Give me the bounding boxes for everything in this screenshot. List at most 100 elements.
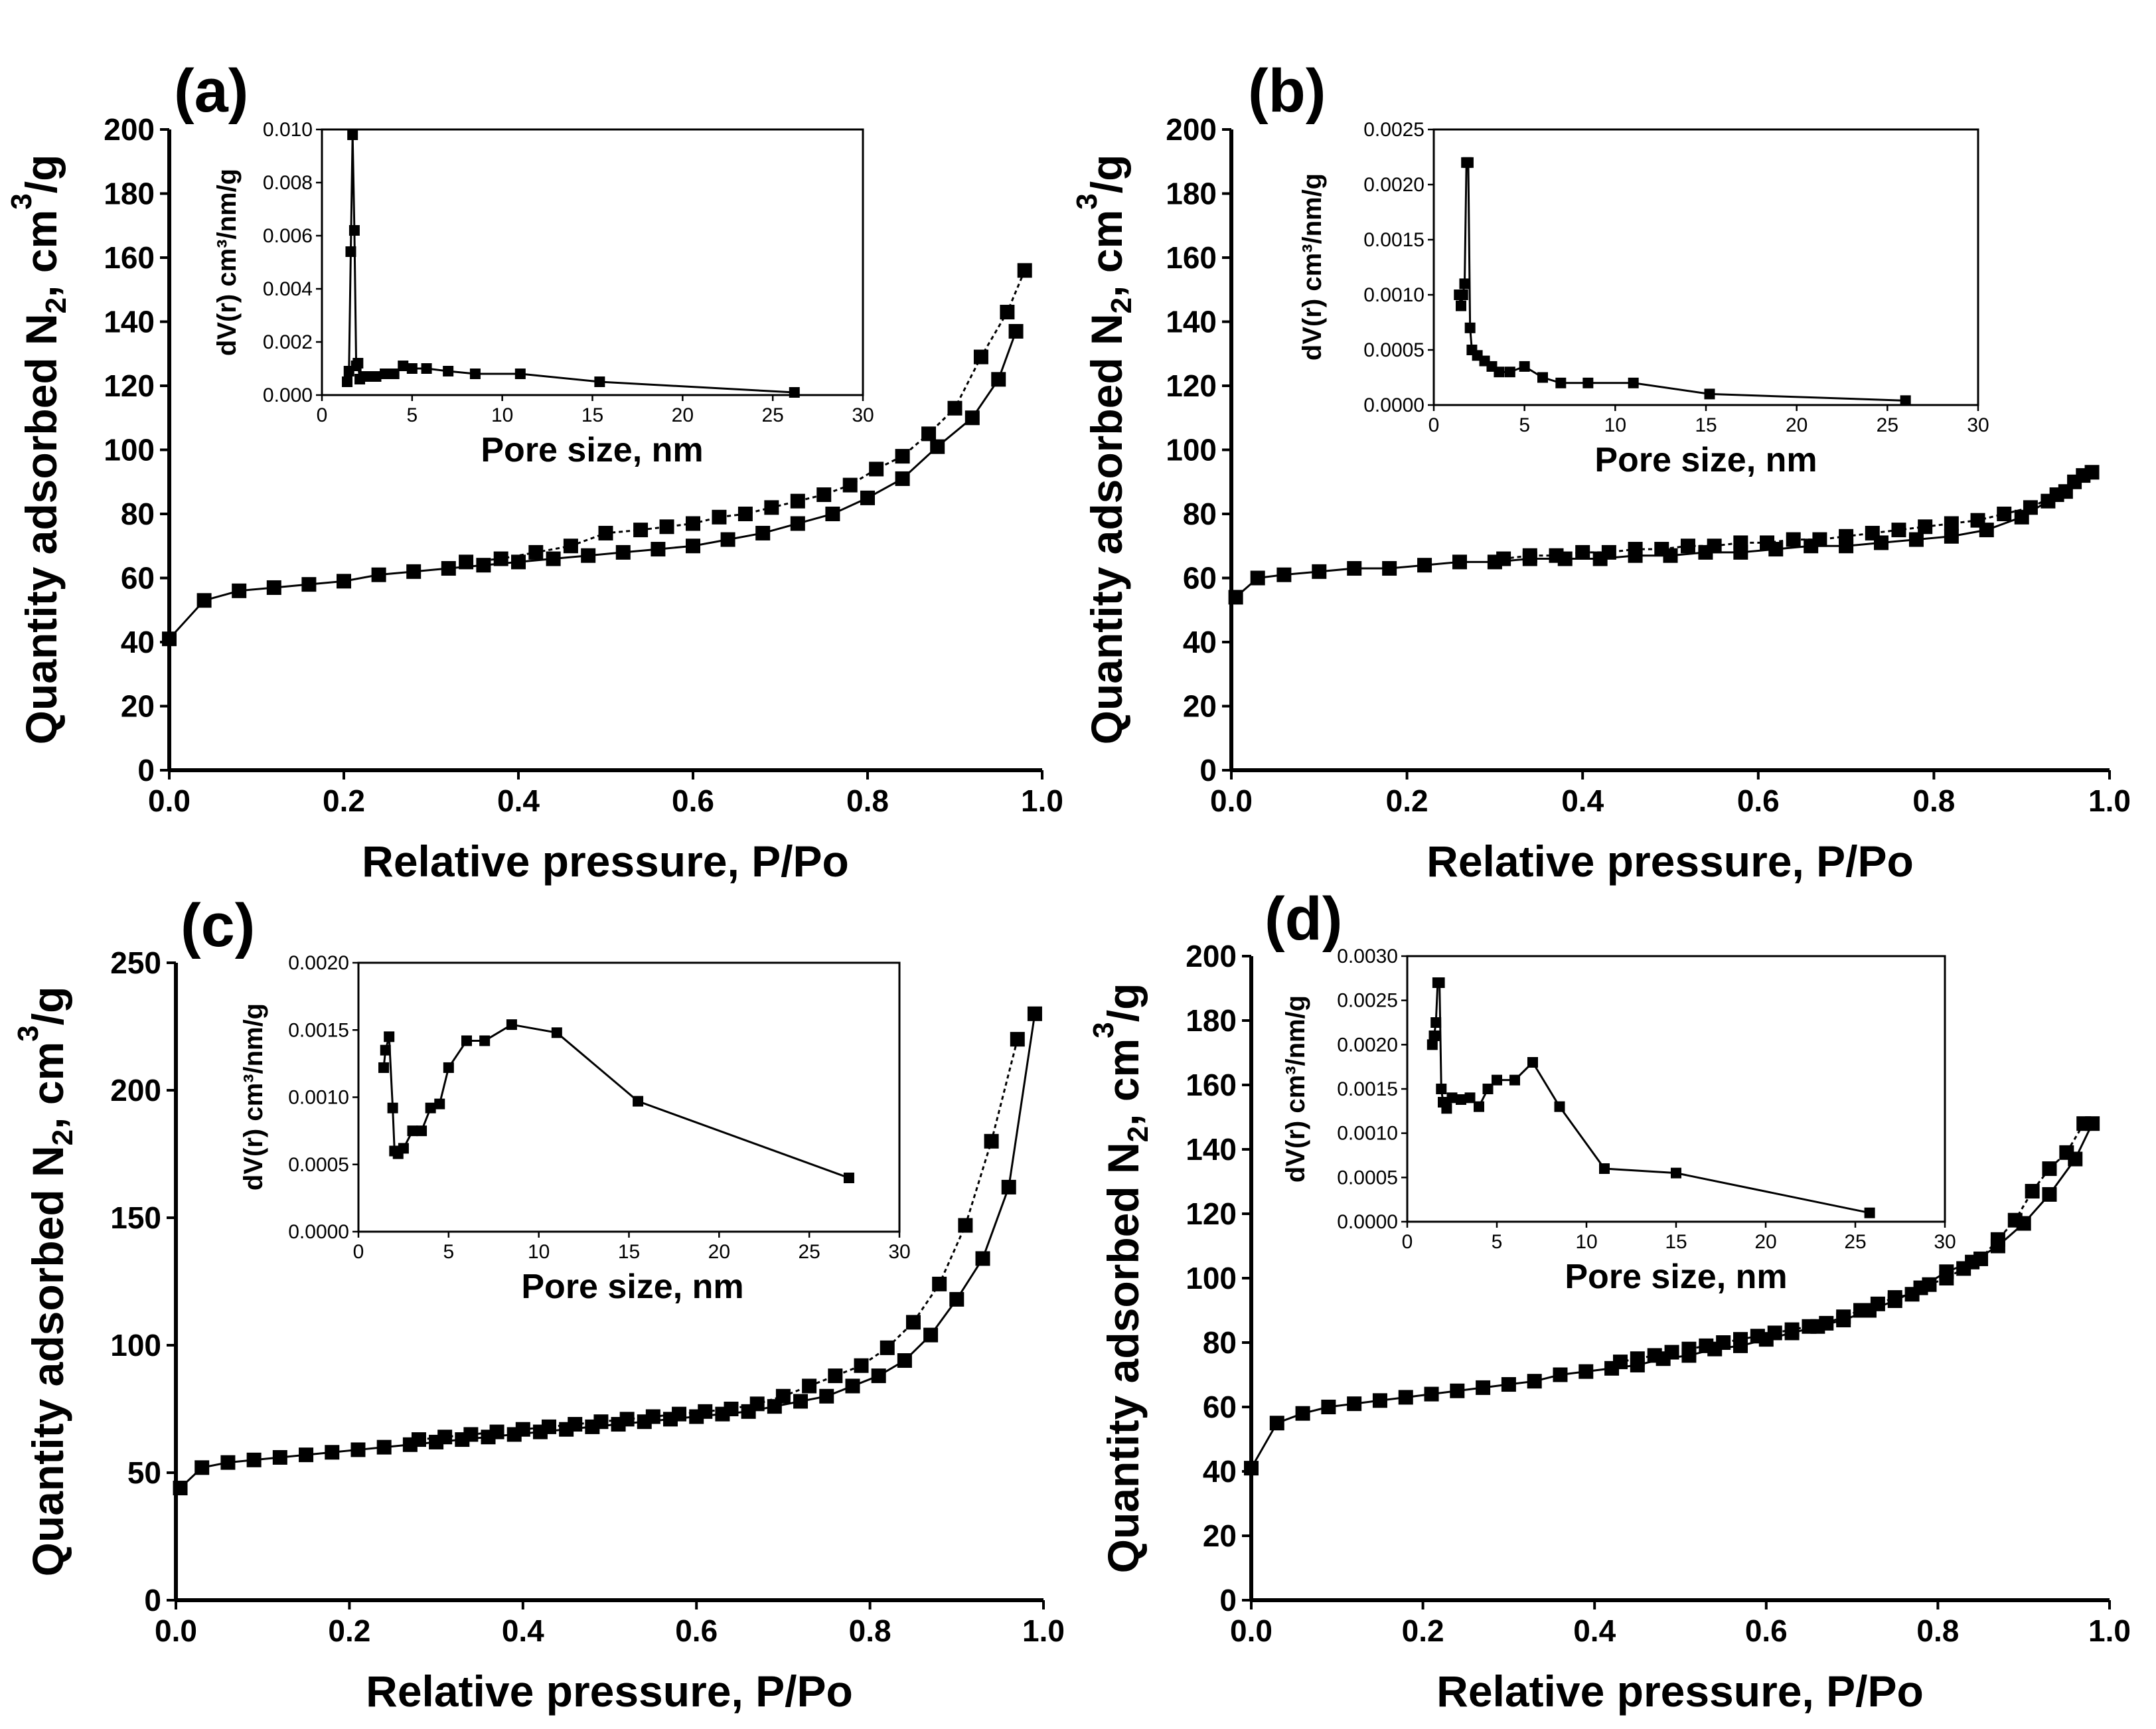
- inset-x-tick-label: 5: [1492, 1231, 1503, 1253]
- inset-data-point: [387, 1102, 398, 1113]
- data-point: [493, 551, 508, 566]
- data-point: [749, 1396, 765, 1412]
- data-point: [598, 525, 613, 540]
- data-point: [854, 1358, 869, 1373]
- y-axis-title: Quantity adsorbed N2, cm3/g: [1071, 155, 1138, 745]
- inset-x-axis-title: Pore size, nm: [521, 1268, 743, 1306]
- y-tick-label: 120: [104, 369, 155, 403]
- inset-data-point: [551, 1027, 562, 1038]
- data-point: [1784, 1322, 1800, 1337]
- inset-x-tick-label: 25: [1877, 414, 1898, 436]
- inset-y-tick-label: 0.0020: [288, 952, 349, 974]
- data-point: [645, 1409, 660, 1424]
- x-tick-label: 0.6: [675, 1613, 718, 1648]
- y-axis-title-part: 2: [1105, 297, 1138, 313]
- inset-x-tick-label: 30: [852, 404, 874, 426]
- y-tick-label: 60: [1203, 1390, 1237, 1424]
- inset-data-point: [1492, 1074, 1502, 1086]
- y-tick-label: 250: [110, 946, 161, 980]
- inset-data-point: [506, 1019, 517, 1030]
- data-point: [1786, 532, 1801, 547]
- data-point: [301, 577, 317, 592]
- data-point: [568, 1417, 583, 1432]
- data-point: [932, 1276, 947, 1291]
- y-tick-label: 20: [121, 689, 155, 724]
- data-point: [1295, 1406, 1310, 1421]
- inset-frame: [321, 128, 864, 396]
- data-point: [1956, 1261, 1971, 1276]
- x-tick-label: 0.2: [328, 1613, 370, 1648]
- data-point: [546, 551, 561, 566]
- data-point: [196, 593, 212, 608]
- y-tick-label: 100: [1166, 433, 1217, 467]
- data-point: [1680, 538, 1695, 554]
- inset-data-point: [407, 1125, 418, 1137]
- inset-data-point: [380, 1044, 391, 1056]
- data-point: [232, 583, 247, 598]
- inset-x-tick-label: 10: [528, 1241, 550, 1263]
- data-point: [463, 1427, 479, 1442]
- data-point: [973, 349, 988, 365]
- y-tick-label: 60: [1183, 561, 1217, 596]
- isotherm-line-adsorption: [168, 331, 1017, 640]
- data-point: [871, 1368, 886, 1384]
- x-axis-title: Relative pressure, P/Po: [1426, 837, 1914, 886]
- data-point: [828, 1368, 843, 1384]
- data-point: [515, 1422, 530, 1437]
- x-tick-label: 0.0: [1210, 783, 1253, 818]
- data-point: [2049, 487, 2064, 503]
- x-tick-label: 0.8: [849, 1613, 891, 1648]
- inset-y-tick-label: 0.0005: [288, 1154, 349, 1176]
- data-point: [895, 471, 910, 486]
- data-point: [975, 1251, 990, 1266]
- data-point: [1944, 529, 1959, 544]
- x-tick-label: 0.4: [497, 783, 540, 818]
- x-tick-label: 0.8: [846, 783, 889, 818]
- data-point: [371, 567, 386, 582]
- data-point: [845, 1378, 860, 1394]
- inset-data-point: [1864, 1207, 1875, 1218]
- data-point: [406, 564, 422, 579]
- inset-data-point: [1628, 377, 1639, 388]
- inset-y-axis-title: dV(r) cm³/nm/g: [239, 1003, 268, 1191]
- y-tick-label: 0: [144, 1583, 161, 1617]
- data-point: [441, 561, 456, 576]
- inset-y-tick-label: 0.0000: [288, 1221, 349, 1243]
- data-point: [921, 426, 937, 442]
- data-point: [712, 509, 727, 525]
- inset-y-axis-title: dV(r) cm³/nm/g: [212, 169, 242, 356]
- data-point: [1707, 538, 1722, 554]
- data-point: [581, 548, 596, 563]
- data-point: [764, 500, 779, 515]
- data-point: [1382, 561, 1397, 576]
- y-tick-label: 20: [1203, 1519, 1237, 1553]
- x-axis-title: Relative pressure, P/Po: [362, 837, 849, 886]
- inset-x-tick-label: 25: [761, 404, 783, 426]
- inset-chart: 0 5 10 15 20 25 30 0.0000 0.0005 0.0010 0.0015 0.00…: [1281, 946, 1956, 1296]
- data-point: [1424, 1386, 1439, 1402]
- inset-y-tick-label: 0.0010: [1363, 284, 1424, 306]
- data-point: [949, 1291, 964, 1307]
- data-point: [1716, 1335, 1731, 1350]
- y-tick-label: 80: [1183, 497, 1217, 531]
- data-point: [720, 532, 735, 547]
- data-point: [337, 574, 351, 589]
- pore-distribution-line: [382, 1023, 850, 1179]
- y-axis-title-part: Quantity adsorbed N: [17, 313, 66, 744]
- data-point: [930, 439, 945, 454]
- y-tick-label: 160: [1166, 240, 1217, 275]
- data-point: [2067, 474, 2082, 489]
- inset-data-point: [345, 246, 356, 257]
- data-point: [489, 1424, 504, 1440]
- data-point: [984, 1133, 999, 1149]
- data-point: [593, 1414, 609, 1430]
- data-point: [2076, 1116, 2092, 1131]
- inset-data-point: [416, 1125, 427, 1137]
- data-point: [2025, 1184, 2040, 1199]
- data-point: [1664, 1345, 1679, 1360]
- y-axis-title-part: 3: [1071, 193, 1103, 209]
- data-point: [991, 372, 1006, 387]
- inset-data-point: [1900, 395, 1911, 406]
- data-point: [2042, 1187, 2057, 1202]
- inset-x-tick-label: 20: [1786, 414, 1808, 436]
